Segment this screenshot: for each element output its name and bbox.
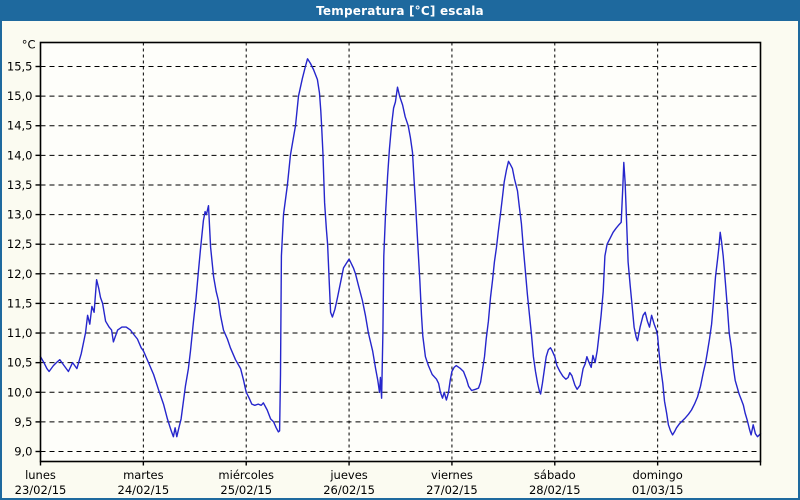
y-tick-label: 13,5 — [7, 178, 33, 192]
y-tick-label: 12,0 — [7, 267, 33, 281]
y-tick-label: 14,5 — [7, 119, 33, 133]
y-tick-label: 15,0 — [7, 89, 33, 103]
x-tick-day-label: jueves — [329, 468, 367, 482]
y-tick-label: 14,0 — [7, 148, 33, 162]
temperature-line — [39, 58, 762, 438]
plot-border — [39, 41, 762, 463]
y-tick-label: 11,0 — [7, 326, 33, 340]
y-axis-unit-label: °C — [22, 38, 36, 52]
x-tick-day-label: sábado — [534, 468, 576, 482]
window-titlebar: Temperatura [°C] escala — [0, 0, 800, 21]
y-tick-label: 9,5 — [14, 415, 32, 429]
y-tick-label: 13,0 — [7, 208, 33, 222]
plot-background — [40, 42, 761, 462]
y-tick-label: 10,0 — [7, 385, 33, 399]
x-tick-date-label: 01/03/15 — [632, 483, 684, 497]
x-tick-date-label: 27/02/15 — [426, 483, 478, 497]
x-tick-date-label: 26/02/15 — [323, 483, 375, 497]
x-tick-date-label: 28/02/15 — [529, 483, 581, 497]
y-tick-label: 15,5 — [7, 60, 33, 74]
y-tick-label: 10,5 — [7, 356, 33, 370]
y-tick-label: 12,5 — [7, 237, 33, 251]
x-tick-day-label: lunes — [25, 468, 56, 482]
x-tick-day-label: martes — [123, 468, 164, 482]
x-tick-date-label: 25/02/15 — [220, 483, 272, 497]
chart-title: Temperatura [°C] escala — [316, 3, 484, 18]
y-tick-label: 11,5 — [7, 296, 33, 310]
x-tick-day-label: viernes — [431, 468, 473, 482]
x-tick-day-label: miércoles — [218, 468, 274, 482]
x-tick-date-label: 24/02/15 — [118, 483, 170, 497]
y-tick-label: 9,0 — [14, 444, 32, 458]
x-tick-day-label: domingo — [632, 468, 682, 482]
x-tick-date-label: 23/02/15 — [15, 483, 67, 497]
